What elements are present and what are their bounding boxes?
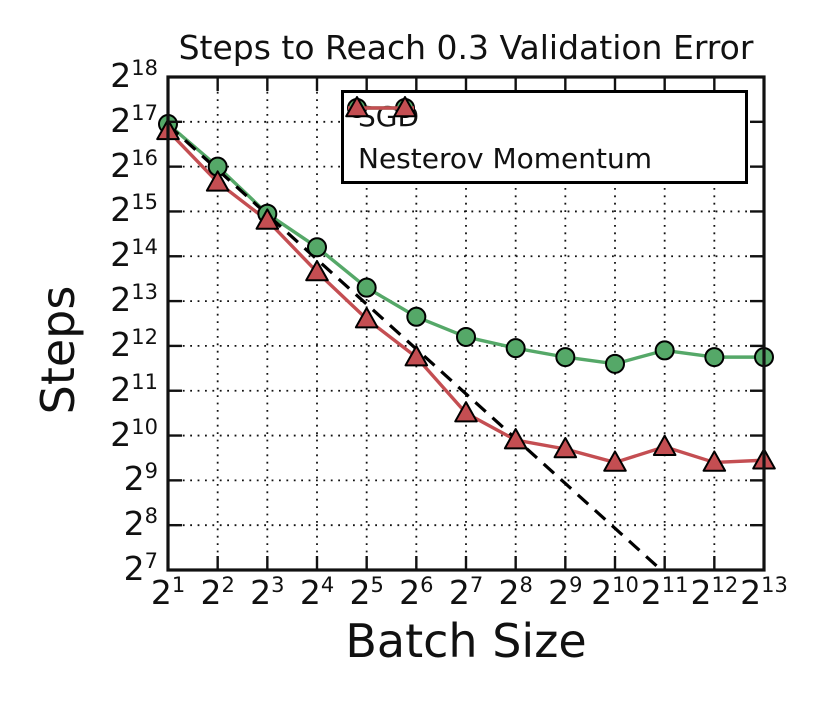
- sgd-marker: [555, 347, 576, 368]
- y-tick-label: 28: [123, 504, 158, 544]
- x-tick-label: 212: [690, 573, 739, 612]
- nesterov-marker: [255, 208, 280, 230]
- y-tick-label: 214: [110, 235, 158, 275]
- x-tick-label: 29: [548, 573, 583, 612]
- nesterov-marker: [305, 259, 329, 282]
- nesterov-marker: [404, 345, 429, 367]
- y-tick-label: 211: [110, 369, 158, 409]
- y-tick-label: 27: [123, 549, 158, 589]
- x-tick-label: 24: [299, 573, 335, 612]
- y-tick-label: 216: [110, 145, 158, 185]
- nesterov-marker: [503, 428, 528, 450]
- sgd-marker: [505, 338, 526, 359]
- nesterov-marker: [354, 307, 379, 329]
- y-tick-label: 215: [110, 190, 158, 230]
- x-tick-label: 213: [740, 573, 788, 612]
- x-tick-label: 22: [200, 573, 235, 612]
- x-tick-label: 210: [591, 573, 639, 612]
- y-axis-label: Steps: [31, 285, 85, 415]
- y-tick-label: 217: [110, 100, 158, 140]
- x-tick-label: 26: [399, 573, 434, 612]
- sgd-marker: [307, 237, 327, 258]
- sgd-marker: [654, 340, 675, 361]
- nesterov-marker: [652, 434, 677, 457]
- y-tick-label: 218: [110, 56, 158, 96]
- x-axis-label: Batch Size: [345, 614, 587, 668]
- legend-label: Nesterov Momentum: [358, 141, 652, 175]
- nesterov-marker: [553, 436, 578, 459]
- y-tick-label: 29: [123, 459, 158, 499]
- x-tick-label: 27: [448, 573, 484, 612]
- x-tick-label: 23: [250, 573, 285, 612]
- sgd-marker: [456, 326, 476, 347]
- y-tick-label: 213: [110, 280, 158, 320]
- nesterov-marker: [603, 450, 627, 472]
- x-tick-label: 25: [349, 573, 384, 612]
- x-tick-label: 211: [640, 573, 689, 612]
- y-tick-label: 212: [110, 325, 158, 365]
- y-tick-label: 210: [110, 414, 158, 454]
- legend-item-nesterov-momentum: Nesterov Momentum: [345, 96, 731, 175]
- nesterov-marker: [205, 170, 230, 192]
- triangle-marker-icon: [345, 96, 417, 118]
- sgd-marker: [406, 306, 427, 327]
- legend: SGD Nesterov Momentum: [341, 90, 748, 184]
- chart-title: Steps to Reach 0.3 Validation Error: [178, 28, 754, 67]
- sgd-marker: [704, 347, 725, 368]
- nesterov-marker: [454, 401, 478, 423]
- sgd-marker: [605, 353, 625, 374]
- nesterov-marker: [702, 450, 727, 472]
- x-tick-label: 28: [498, 573, 533, 612]
- x-tick-label: 21: [150, 573, 186, 612]
- sgd-marker: [356, 277, 377, 298]
